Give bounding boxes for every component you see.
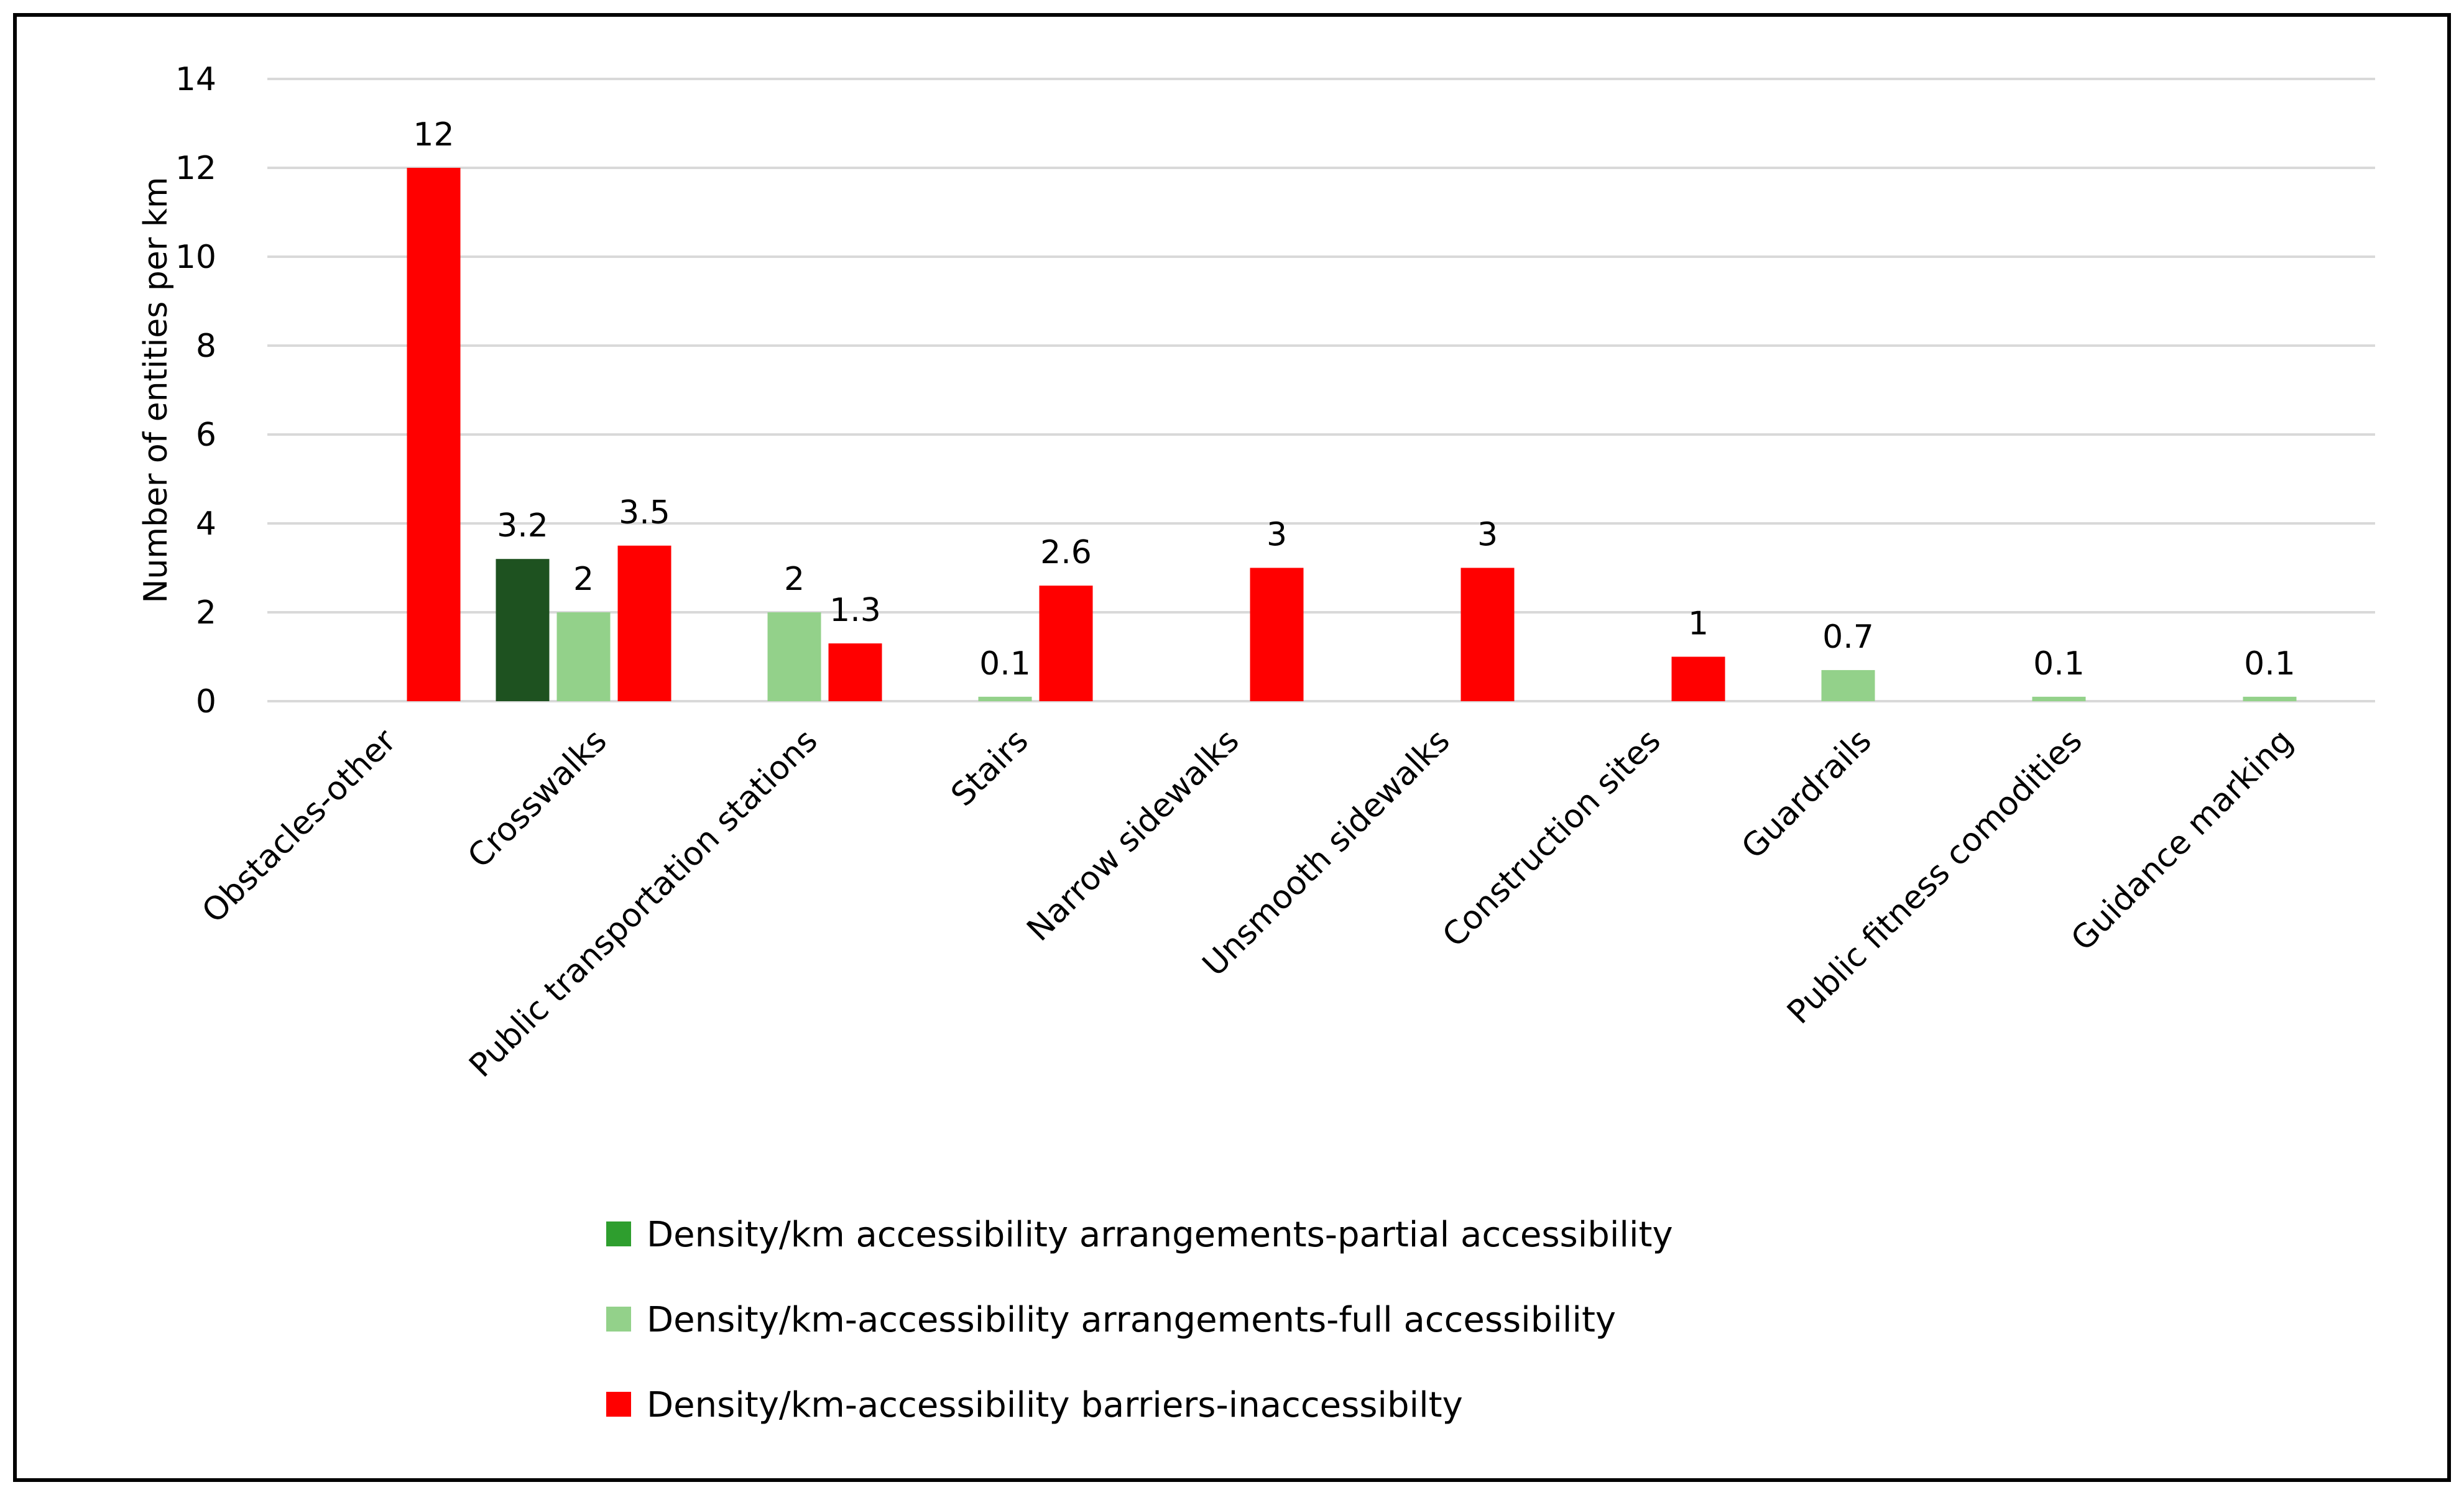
- y-tick-label: 2: [196, 594, 216, 632]
- data-label-3-2: 2.6: [1040, 534, 1092, 571]
- legend-label-2: Density/km-accessibility barriers-inacce…: [647, 1385, 1463, 1425]
- legend-label-0: Density/km accessibility arrangements-pa…: [647, 1215, 1673, 1255]
- bar-1-0: [496, 559, 550, 701]
- data-label-5-2: 3: [1477, 517, 1498, 554]
- y-tick-label: 10: [175, 239, 216, 276]
- data-label-3-1: 0.1: [979, 645, 1031, 683]
- bar-1-2: [617, 545, 671, 701]
- bar-2-2: [828, 643, 882, 701]
- bars: [407, 168, 2297, 701]
- bar-0-2: [407, 168, 461, 701]
- legend-label-1: Density/km-accessibility arrangements-fu…: [647, 1300, 1616, 1340]
- data-label-0-2: 12: [413, 116, 454, 154]
- data-label-6-2: 1: [1688, 605, 1709, 643]
- legend-swatch-2: [606, 1392, 631, 1417]
- legend-swatch-0: [606, 1221, 631, 1246]
- bar-9-1: [2243, 696, 2297, 701]
- bar-1-1: [556, 612, 611, 701]
- chart-border: [13, 13, 2451, 1482]
- data-label-4-2: 3: [1267, 517, 1287, 554]
- y-tick-label: 0: [196, 683, 216, 720]
- bar-5-2: [1460, 568, 1515, 701]
- y-tick-label: 4: [196, 505, 216, 543]
- y-tick-label: 12: [175, 150, 216, 187]
- bar-3-1: [978, 696, 1032, 701]
- data-labels: 3.2 2 2 0.1 0.7 0.1 0.1 12 3.5 1.3 2.6 3 3 1: [413, 116, 2295, 683]
- bar-8-1: [2032, 696, 2086, 701]
- y-axis-tick-labels: 0 2 4 6 8 10 12 14: [175, 61, 216, 720]
- data-label-2-1: 2: [784, 561, 805, 598]
- data-label-7-1: 0.7: [1822, 619, 1874, 656]
- y-tick-label: 8: [196, 328, 216, 365]
- y-tick-label: 6: [196, 416, 216, 454]
- bar-7-1: [1821, 669, 1875, 701]
- data-label-1-1: 2: [573, 561, 594, 598]
- bar-6-2: [1671, 656, 1725, 701]
- bar-3-2: [1039, 586, 1093, 701]
- data-label-1-0: 3.2: [497, 507, 548, 545]
- legend: Density/km accessibility arrangements-pa…: [606, 1215, 1673, 1425]
- bar-4-2: [1250, 568, 1304, 701]
- data-label-1-2: 3.5: [619, 494, 670, 531]
- y-tick-label: 14: [175, 61, 216, 98]
- legend-swatch-1: [606, 1307, 631, 1332]
- data-label-9-1: 0.1: [2244, 645, 2296, 683]
- y-axis-title: Number of entities per km: [137, 177, 175, 604]
- bar-2-1: [767, 612, 821, 701]
- data-label-8-1: 0.1: [2033, 645, 2085, 683]
- data-label-2-2: 1.3: [829, 592, 881, 629]
